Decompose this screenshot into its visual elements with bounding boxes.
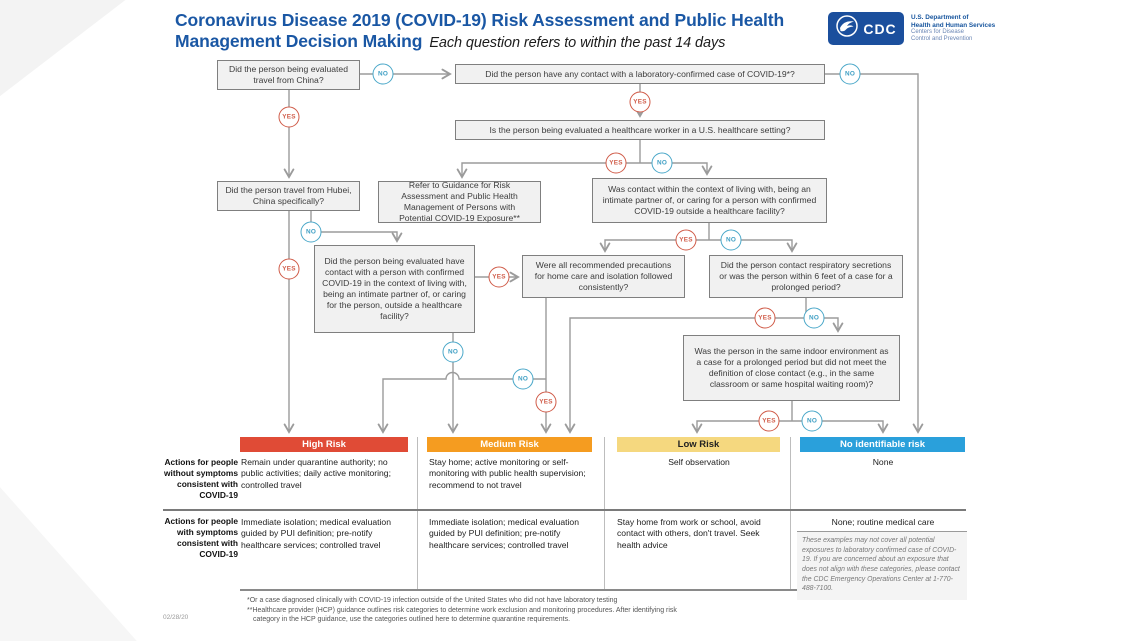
question-box-respiratory: Did the person contact respiratory secre… [709, 255, 903, 298]
yes-badge: YES [535, 391, 557, 413]
cell-high-without: Remain under quarantine authority; no pu… [241, 457, 391, 490]
cell-medium-without: Stay home; active monitoring or self-mon… [429, 457, 586, 490]
cell-medium-with: Immediate isolation; medical evaluation … [429, 517, 579, 550]
hhs-eagle-icon [835, 14, 859, 43]
yes-badge: YES [675, 229, 697, 251]
cell-high-with: Immediate isolation; medical evaluation … [241, 517, 391, 550]
yes-badge: YES [605, 152, 627, 174]
no-badge: NO [803, 307, 825, 329]
risk-bar-no-identifiable: No identifiable risk [800, 437, 965, 452]
cell-low-with: Stay home from work or school, avoid con… [617, 517, 761, 550]
table-bottom-border [240, 589, 967, 591]
yes-badge: YES [758, 410, 780, 432]
guidance-box: Refer to Guidance for Risk Assessment an… [378, 180, 541, 223]
cell-low-without: Self observation [668, 457, 730, 467]
yes-badge: YES [754, 307, 776, 329]
yes-badge: YES [629, 91, 651, 113]
no-badge: NO [300, 221, 322, 243]
disclaimer-note: These examples may not cover all potenti… [797, 531, 967, 600]
footnote-1: *Or a case diagnosed clinically with COV… [247, 597, 618, 604]
question-box-indoor-environment: Was the person in the same indoor enviro… [683, 335, 900, 401]
footnote-2: **Healthcare provider (HCP) guidance out… [247, 606, 677, 624]
question-box-healthcare-worker: Is the person being evaluated a healthca… [455, 120, 825, 140]
title-line1: Coronavirus Disease 2019 (COVID-19) Risk… [175, 10, 785, 30]
cell-norisk-with: None; routine medical care [831, 517, 935, 527]
no-badge: NO [512, 368, 534, 390]
no-badge: NO [801, 410, 823, 432]
date-stamp: 02/28/20 [163, 614, 189, 621]
risk-bar-medium: Medium Risk [427, 437, 592, 452]
question-box-hubei: Did the person travel from Hubei, China … [217, 181, 360, 211]
risk-bar-low: Low Risk [617, 437, 780, 452]
no-badge: NO [372, 63, 394, 85]
no-badge: NO [720, 229, 742, 251]
row-label-with-symptoms: Actions for people with symptoms consist… [164, 516, 238, 559]
row-divider [163, 509, 966, 511]
question-box-contact-person: Did the person being evaluated have cont… [314, 245, 475, 333]
no-badge: NO [651, 152, 673, 174]
logo-caption: U.S. Department of Health and Human Serv… [911, 14, 996, 43]
column-divider [417, 437, 418, 590]
footnotes: *Or a case diagnosed clinically with COV… [247, 596, 699, 625]
title-subtitle: Each question refers to within the past … [429, 35, 726, 52]
column-divider [604, 437, 605, 590]
question-box-lab-contact: Did the person have any contact with a l… [455, 64, 825, 84]
yes-badge: YES [488, 266, 510, 288]
cell-norisk-without: None [872, 457, 894, 467]
question-box-contact-context: Was contact within the context of living… [592, 178, 827, 223]
no-badge: NO [442, 341, 464, 363]
cdc-logo-text: CDC [863, 20, 897, 37]
risk-bar-high: High Risk [240, 437, 408, 452]
page-title: Coronavirus Disease 2019 (COVID-19) Risk… [175, 10, 784, 53]
yes-badge: YES [278, 106, 300, 128]
column-divider [790, 437, 791, 590]
cdc-logo-box: CDC [828, 12, 904, 45]
row-label-without-symptoms: Actions for people without symptoms cons… [164, 457, 238, 500]
question-box-precautions: Were all recommended precautions for hom… [522, 255, 685, 298]
question-box-travel-china: Did the person being evaluated travel fr… [217, 60, 360, 90]
no-badge: NO [839, 63, 861, 85]
cdc-logo: CDC U.S. Department of Health and Human … [828, 12, 995, 45]
title-line2: Management Decision Making Each question … [175, 31, 726, 52]
yes-badge: YES [278, 258, 300, 280]
